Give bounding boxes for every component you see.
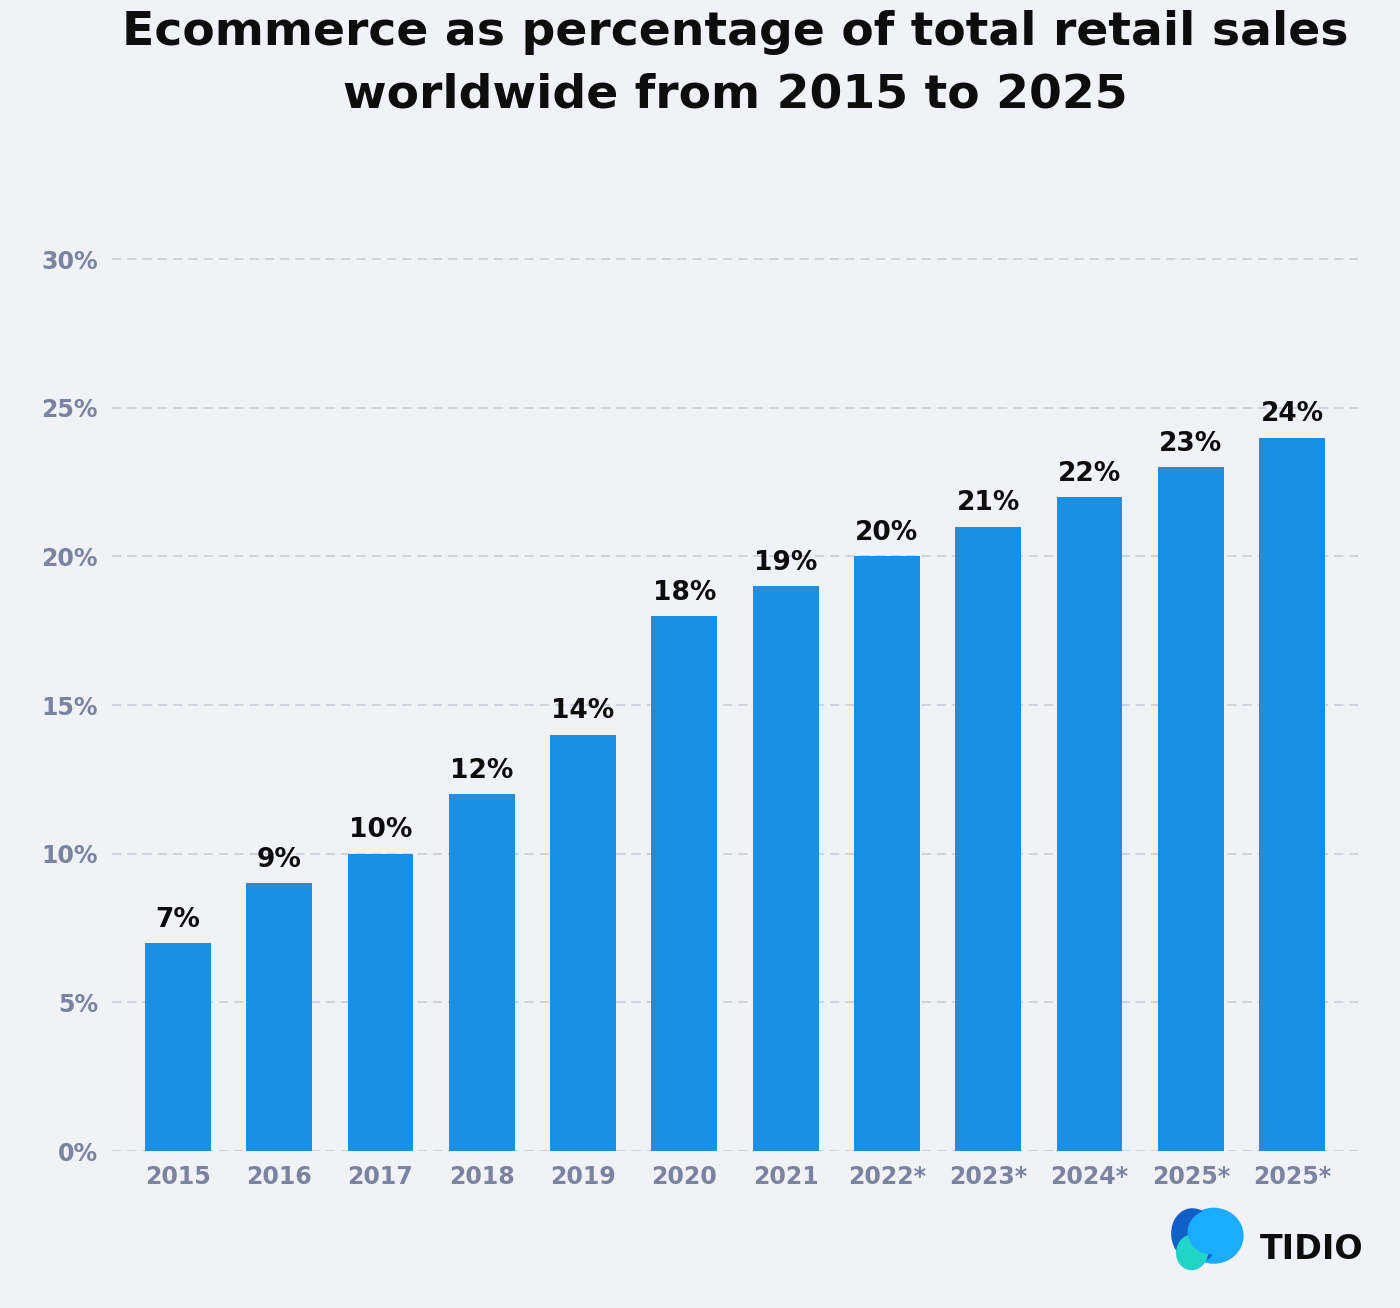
Text: 9%: 9%: [256, 848, 301, 874]
Bar: [146, 943, 211, 1151]
Text: 12%: 12%: [449, 757, 514, 783]
Text: 21%: 21%: [956, 490, 1021, 517]
Bar: [1057, 497, 1123, 1151]
Text: 7%: 7%: [155, 906, 200, 933]
Bar: [955, 527, 1021, 1151]
Bar: [753, 586, 819, 1151]
Bar: [347, 854, 413, 1151]
Circle shape: [1184, 1209, 1243, 1264]
Bar: [550, 735, 616, 1151]
Text: 23%: 23%: [1159, 430, 1222, 456]
Text: 19%: 19%: [755, 549, 818, 576]
Bar: [1158, 467, 1224, 1151]
Bar: [854, 556, 920, 1151]
Text: 14%: 14%: [552, 698, 615, 725]
Bar: [449, 794, 515, 1151]
Text: 22%: 22%: [1058, 460, 1121, 487]
Ellipse shape: [1176, 1235, 1208, 1270]
Bar: [246, 883, 312, 1151]
Bar: [651, 616, 717, 1151]
Text: 24%: 24%: [1260, 402, 1324, 428]
Title: Ecommerce as percentage of total retail sales
worldwide from 2015 to 2025: Ecommerce as percentage of total retail …: [122, 10, 1348, 118]
Text: 20%: 20%: [855, 521, 918, 547]
Bar: [1259, 438, 1324, 1151]
Text: 10%: 10%: [349, 818, 412, 844]
Circle shape: [1189, 1211, 1235, 1253]
Text: 18%: 18%: [652, 579, 715, 606]
Ellipse shape: [1172, 1209, 1217, 1262]
Text: TIDIO: TIDIO: [1260, 1232, 1364, 1266]
